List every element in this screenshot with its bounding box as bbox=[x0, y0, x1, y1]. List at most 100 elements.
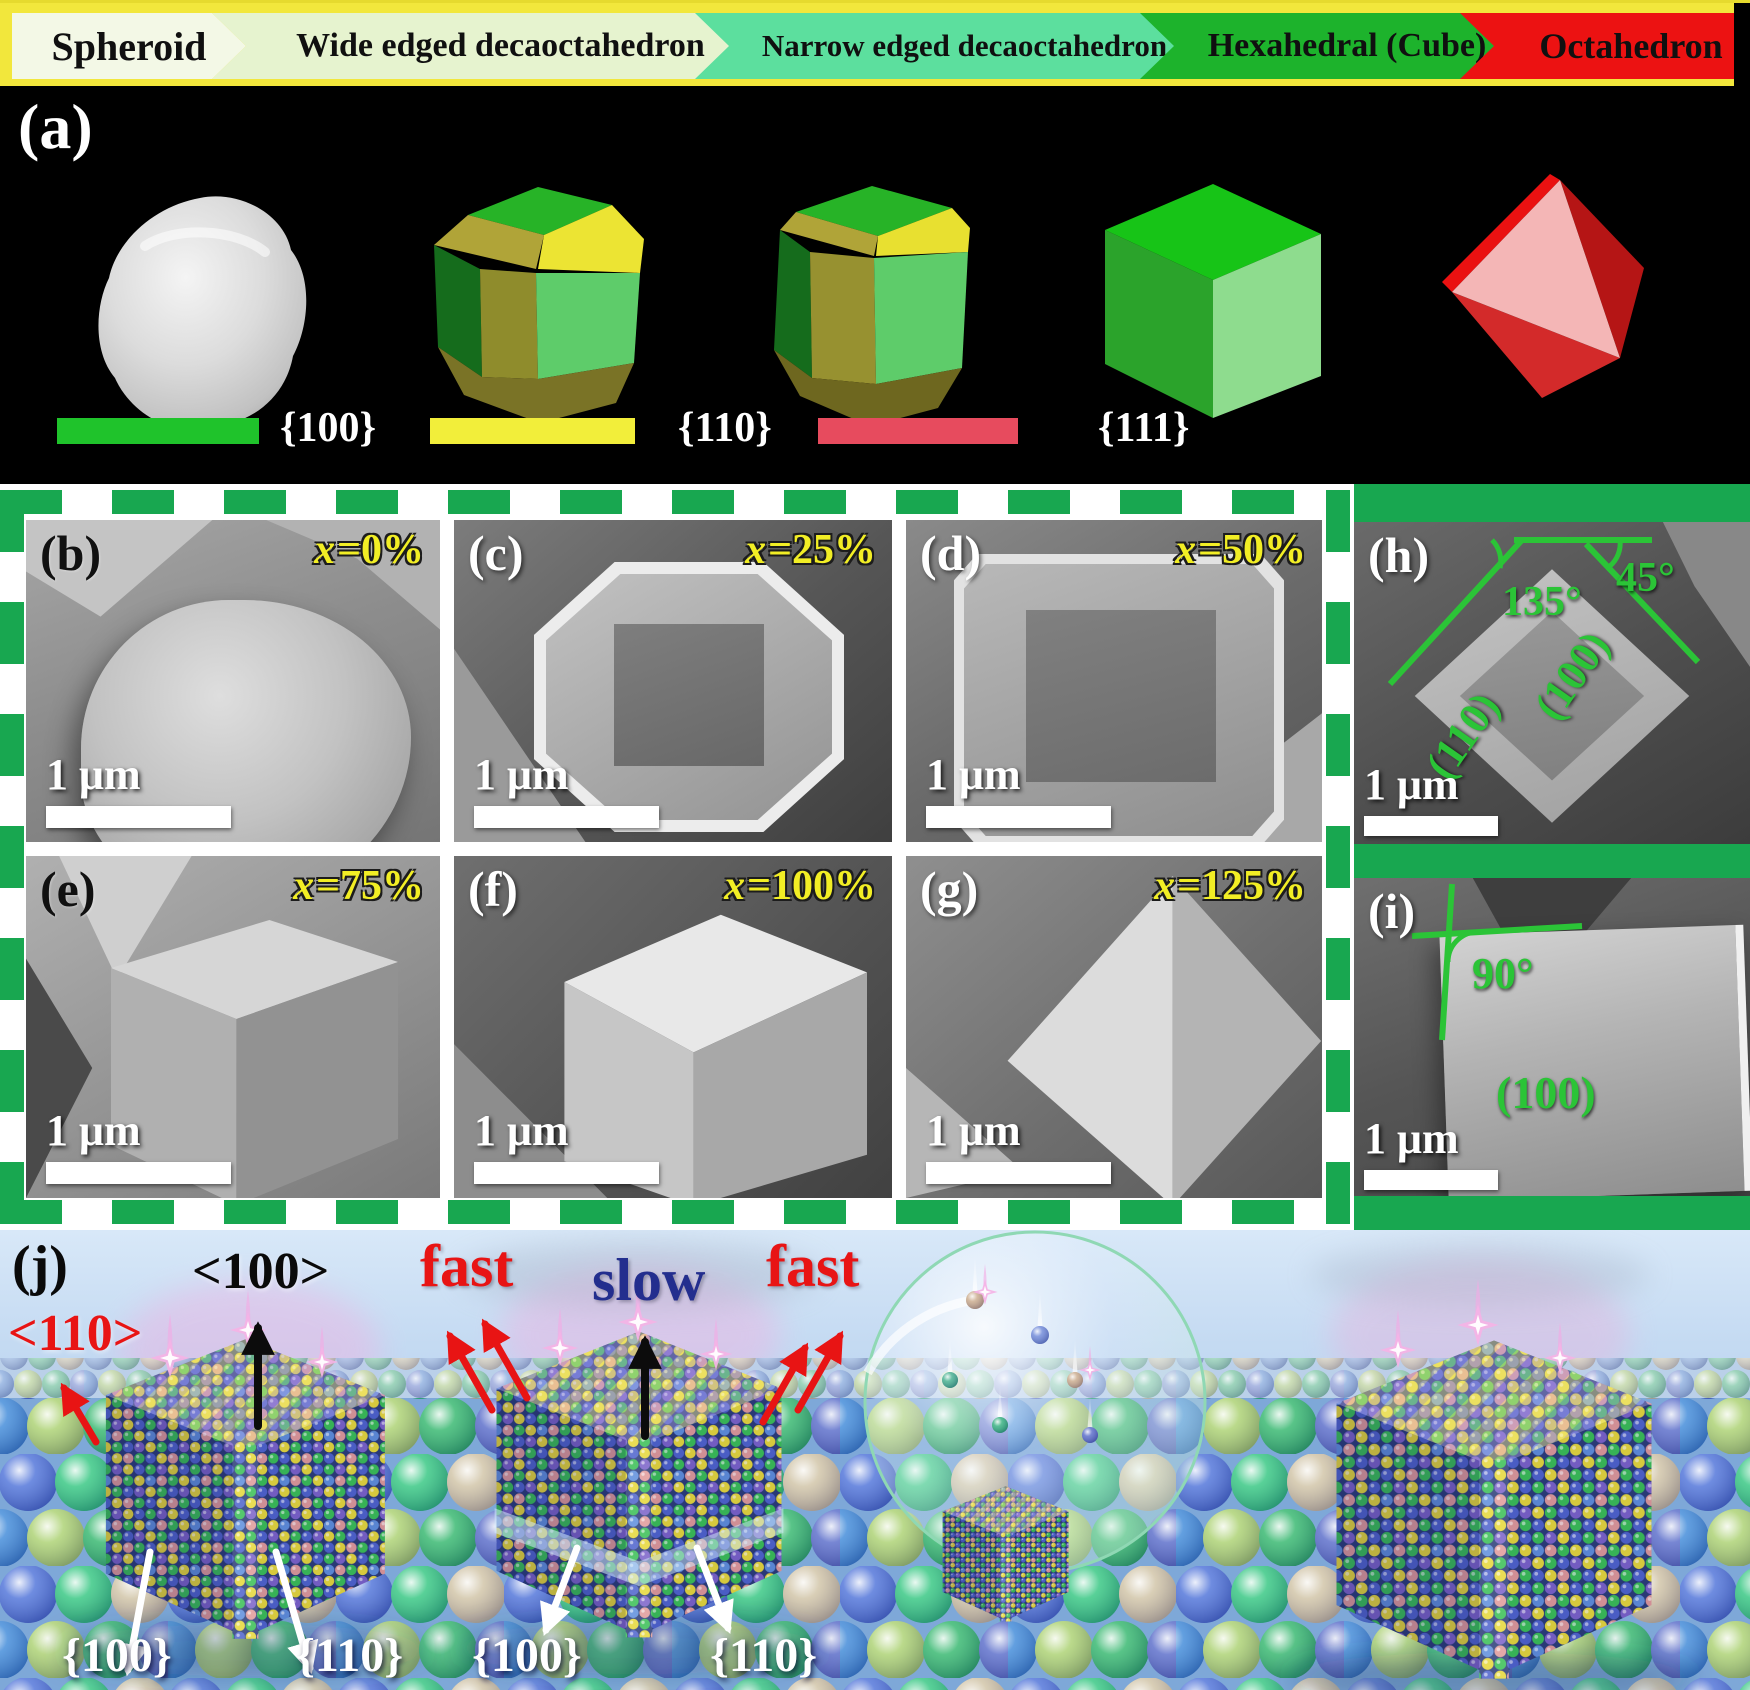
banner-stage-label: Hexahedral (Cube) bbox=[1207, 27, 1487, 64]
dashed-border-top bbox=[0, 490, 1350, 514]
cube-top-facet bbox=[1026, 610, 1216, 782]
scale-bar-rect bbox=[1364, 1170, 1498, 1190]
banner-stage-octahedron: Octahedron bbox=[1460, 13, 1750, 79]
spheroid-model bbox=[98, 196, 307, 429]
scale-label: 1 μm bbox=[1364, 760, 1459, 809]
legend-label-110: {110} bbox=[678, 405, 772, 451]
dissolution-bubble bbox=[863, 1230, 1207, 1622]
banner-stage-narrow-decaoctahedron: Narrow edged decaoctahedron bbox=[695, 13, 1204, 79]
dir-110-arrow bbox=[60, 1382, 100, 1446]
sem-panel-e: (e) x=75% 1 μm bbox=[26, 856, 440, 1198]
facet-pointer-arrow bbox=[116, 1548, 154, 1677]
facet-pointer-arrow bbox=[540, 1544, 581, 1637]
dopant-fraction-label: x=75% bbox=[293, 863, 424, 909]
facet-pointer-arrow bbox=[272, 1548, 319, 1675]
scale-label: 1 μm bbox=[46, 750, 141, 799]
panel-a-label: (a) bbox=[18, 91, 93, 162]
scale-bar: 1 μm bbox=[1364, 1113, 1498, 1190]
panel-letter: (d) bbox=[920, 525, 982, 581]
angle-135-label: 135° bbox=[1502, 579, 1582, 625]
fast-left-label: fast bbox=[420, 1233, 514, 1299]
banner-end-corner bbox=[1734, 3, 1750, 89]
octahedron-model bbox=[1442, 174, 1644, 398]
decaoctahedron-particle-outer bbox=[534, 562, 844, 832]
sem-panel-i: (i) 90° (100) 1 μm bbox=[1354, 878, 1750, 1196]
cube-particle-outer bbox=[954, 554, 1284, 842]
fast-right-arrow bbox=[794, 1330, 844, 1414]
dir-100-label: <100> bbox=[192, 1243, 330, 1300]
banner-stage-cube: Hexahedral (Cube) bbox=[1140, 13, 1524, 79]
growth-schematic-graphic bbox=[0, 1230, 1750, 1690]
scale-bar: 1 μm bbox=[46, 749, 231, 828]
scale-label: 1 μm bbox=[474, 1106, 569, 1155]
panel-a-shape-models: (a) bbox=[0, 86, 1750, 484]
cube-model bbox=[1105, 184, 1321, 418]
scale-bar: 1 μm bbox=[926, 749, 1111, 828]
sem-panel-d: (d) x=50% 1 μm bbox=[906, 520, 1322, 842]
angle-annotation-lines bbox=[1387, 537, 1701, 687]
scale-label: 1 μm bbox=[926, 1106, 1021, 1155]
scale-bar-rect bbox=[474, 806, 659, 828]
sem-panel-c: (c) x=25% 1 μm bbox=[454, 520, 892, 842]
scale-bar: 1 μm bbox=[474, 1105, 659, 1184]
facet-color-legend: {100} {110} {111} bbox=[0, 405, 1750, 454]
panel-letter: (b) bbox=[40, 525, 102, 581]
dopant-fraction-label: x=25% bbox=[745, 527, 876, 573]
sem-panel-g: (g) x=125% 1 μm bbox=[906, 856, 1322, 1198]
scale-bar: 1 μm bbox=[1364, 759, 1498, 836]
facet-100-label: {100} bbox=[472, 1629, 582, 1682]
atomic-cube-2 bbox=[494, 1331, 784, 1638]
green-bar-top bbox=[1354, 484, 1750, 522]
dashed-border-left bbox=[0, 490, 24, 1224]
panel-letter: (c) bbox=[468, 525, 524, 581]
scale-bar: 1 μm bbox=[46, 1105, 231, 1184]
panel-letter: (j) bbox=[12, 1235, 68, 1297]
dir-110-label: <110> bbox=[8, 1305, 143, 1362]
fast-right-arrow bbox=[759, 1342, 809, 1426]
green-bar-middle bbox=[1354, 844, 1750, 878]
scale-label: 1 μm bbox=[1364, 1114, 1459, 1163]
banner-stage-label: Narrow edged decaoctahedron bbox=[761, 28, 1168, 63]
dopant-fraction-label: x=125% bbox=[1154, 863, 1306, 909]
scale-label: 1 μm bbox=[46, 1106, 141, 1155]
dopant-fraction-label: x=0% bbox=[314, 527, 424, 573]
scale-bar-rect bbox=[926, 806, 1111, 828]
dashed-border-right bbox=[1326, 490, 1350, 1224]
fast-right-label: fast bbox=[766, 1233, 860, 1299]
legend-label-100: {100} bbox=[280, 405, 377, 451]
green-bar-bottom bbox=[1354, 1196, 1750, 1230]
fast-left-arrow bbox=[446, 1330, 496, 1414]
panel-letter: (g) bbox=[920, 861, 979, 917]
octahedron-particle bbox=[1001, 876, 1322, 1198]
scale-label: 1 μm bbox=[474, 750, 569, 799]
legend-swatch-110 bbox=[430, 418, 635, 444]
scale-bar-rect bbox=[46, 1162, 231, 1184]
sem-panel-f: (f) x=100% 1 μm bbox=[454, 856, 892, 1198]
slow-label: slow bbox=[592, 1247, 706, 1313]
dashed-border-bottom bbox=[0, 1200, 1350, 1224]
dopant-fraction-label: x=100% bbox=[724, 863, 876, 909]
legend-label-111: {111} bbox=[1098, 405, 1190, 451]
decaoctahedron-top-facet bbox=[614, 624, 764, 766]
escaping-atom bbox=[942, 1254, 1098, 1443]
sem-panel-h: (h) 135° 45° (110) (100) 1 μm bbox=[1354, 522, 1750, 844]
banner-stage-label: Spheroid bbox=[51, 23, 207, 69]
facet-100-label: (100) bbox=[1496, 1067, 1596, 1118]
legend-swatch-111 bbox=[818, 418, 1018, 444]
scale-bar: 1 μm bbox=[474, 749, 659, 828]
legend-swatch-100 bbox=[57, 418, 259, 444]
dopant-fraction-label: x=50% bbox=[1175, 527, 1306, 573]
panel-letter: (h) bbox=[1368, 527, 1430, 583]
narrow-edged-decaoctahedron-model bbox=[774, 186, 970, 426]
angle-45-label: 45° bbox=[1616, 555, 1675, 601]
scale-label: 1 μm bbox=[926, 750, 1021, 799]
banner-stage-spheroid: Spheroid bbox=[12, 13, 246, 79]
panel-letter: (f) bbox=[468, 861, 518, 917]
spheroid-particle bbox=[81, 600, 411, 842]
scale-bar-rect bbox=[1364, 816, 1498, 836]
banner-stage-wide-decaoctahedron: Wide edged decaoctahedron bbox=[212, 13, 759, 79]
morphology-banner: Spheroid Wide edged decaoctahedron Narro… bbox=[0, 0, 1750, 89]
fast-left-arrow bbox=[481, 1318, 531, 1402]
sem-panel-b: (b) x=0% 1 μm bbox=[26, 520, 440, 842]
wide-edged-decaoctahedron-model bbox=[434, 187, 644, 423]
